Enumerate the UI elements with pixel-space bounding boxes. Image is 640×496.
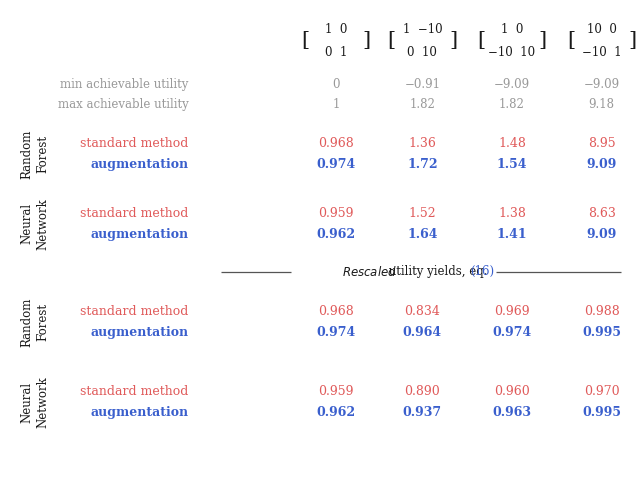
Text: 1.82: 1.82 (410, 98, 435, 111)
Text: 9.09: 9.09 (586, 228, 617, 241)
Text: 0.963: 0.963 (493, 406, 531, 419)
Text: −0.91: −0.91 (404, 78, 440, 91)
Text: 0.959: 0.959 (318, 385, 354, 398)
Text: 1.52: 1.52 (408, 207, 436, 220)
Text: 9.09: 9.09 (586, 158, 617, 171)
Text: 1.38: 1.38 (498, 207, 526, 220)
Text: 0: 0 (332, 78, 340, 91)
Text: 1.48: 1.48 (498, 137, 526, 150)
Text: 0  1: 0 1 (325, 46, 347, 59)
Text: 0.974: 0.974 (492, 326, 532, 339)
Text: 1.64: 1.64 (407, 228, 438, 241)
Text: [: [ (477, 31, 485, 51)
Text: Random
Forest: Random Forest (20, 297, 50, 347)
Text: ]: ] (363, 31, 371, 51)
Text: 0.974: 0.974 (316, 326, 356, 339)
Text: 0  10: 0 10 (408, 46, 437, 59)
Text: 0.995: 0.995 (582, 326, 621, 339)
Text: 0.962: 0.962 (316, 406, 356, 419)
Text: augmentation: augmentation (91, 326, 189, 339)
Text: 0.890: 0.890 (404, 385, 440, 398)
Text: 1: 1 (332, 98, 340, 111)
Text: ]: ] (449, 31, 457, 51)
Text: 1.54: 1.54 (497, 158, 527, 171)
Text: −9.09: −9.09 (584, 78, 620, 91)
Text: 1  −10: 1 −10 (403, 23, 442, 36)
Text: standard method: standard method (81, 385, 189, 398)
Text: augmentation: augmentation (91, 228, 189, 241)
Text: ]: ] (628, 31, 636, 51)
Text: 1  0: 1 0 (501, 23, 523, 36)
Text: utility yields, eq.: utility yields, eq. (385, 265, 491, 278)
Text: 8.95: 8.95 (588, 137, 616, 150)
Text: augmentation: augmentation (91, 406, 189, 419)
Text: 9.18: 9.18 (589, 98, 614, 111)
Text: Neural
Network: Neural Network (20, 198, 50, 249)
Text: standard method: standard method (81, 305, 189, 318)
Text: 0.960: 0.960 (494, 385, 530, 398)
Text: 1  0: 1 0 (325, 23, 347, 36)
Text: (16): (16) (470, 265, 495, 278)
Text: standard method: standard method (81, 137, 189, 150)
Text: 0.834: 0.834 (404, 305, 440, 318)
Text: 1.36: 1.36 (408, 137, 436, 150)
Text: 1.72: 1.72 (407, 158, 438, 171)
Text: augmentation: augmentation (91, 158, 189, 171)
Text: Random
Forest: Random Forest (20, 129, 50, 179)
Text: 0.964: 0.964 (403, 326, 442, 339)
Text: [: [ (388, 31, 396, 51)
Text: 0.968: 0.968 (318, 137, 354, 150)
Text: 0.937: 0.937 (403, 406, 442, 419)
Text: $\it{Rescaled}$: $\it{Rescaled}$ (342, 265, 397, 279)
Text: max achievable utility: max achievable utility (58, 98, 189, 111)
Text: 0.970: 0.970 (584, 385, 620, 398)
Text: −9.09: −9.09 (494, 78, 530, 91)
Text: min achievable utility: min achievable utility (60, 78, 189, 91)
Text: 0.968: 0.968 (318, 305, 354, 318)
Text: 0.988: 0.988 (584, 305, 620, 318)
Text: 1.82: 1.82 (499, 98, 525, 111)
Text: 10  0: 10 0 (587, 23, 616, 36)
Text: ]: ] (539, 31, 547, 51)
Text: 0.974: 0.974 (316, 158, 356, 171)
Text: [: [ (301, 31, 309, 51)
Text: 0.995: 0.995 (582, 406, 621, 419)
Text: 8.63: 8.63 (588, 207, 616, 220)
Text: 0.959: 0.959 (318, 207, 354, 220)
Text: −10  1: −10 1 (582, 46, 621, 59)
Text: 0.962: 0.962 (316, 228, 356, 241)
Text: standard method: standard method (81, 207, 189, 220)
Text: [: [ (567, 31, 575, 51)
Text: 1.41: 1.41 (497, 228, 527, 241)
Text: −10  10: −10 10 (488, 46, 536, 59)
Text: 0.969: 0.969 (494, 305, 530, 318)
Text: Neural
Network: Neural Network (20, 376, 50, 428)
